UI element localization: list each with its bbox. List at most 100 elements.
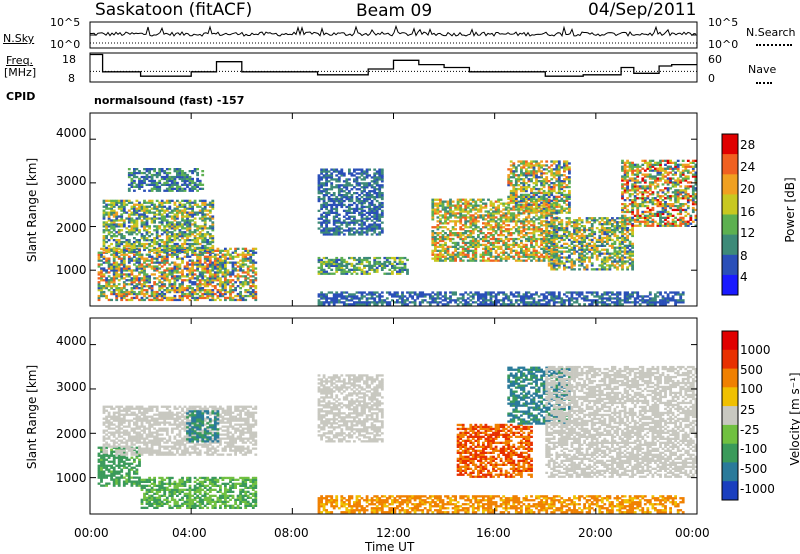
power-panel-cell <box>193 217 197 220</box>
power-panel-cell <box>370 211 374 214</box>
power-panel-cell <box>133 223 136 226</box>
power-panel-cell <box>401 270 404 273</box>
power-panel-cell <box>122 296 126 300</box>
power-panel-cell <box>327 262 331 266</box>
power-panel-cell <box>160 273 164 276</box>
power-panel-cell <box>540 180 543 183</box>
power-panel-cell <box>431 251 435 254</box>
power-panel-cell <box>170 283 174 286</box>
power-panel-cell <box>191 207 194 210</box>
power-panel-cell <box>540 220 543 223</box>
power-panel-cell <box>163 250 167 254</box>
power-panel-cell <box>322 297 326 300</box>
power-panel-cell <box>198 231 202 234</box>
power-panel-cell <box>542 220 546 223</box>
power-panel-cell <box>380 197 384 201</box>
power-panel-cell <box>388 260 392 264</box>
power-panel-cell <box>441 206 445 209</box>
power-panel-cell <box>482 251 485 254</box>
power-panel-cell <box>590 301 594 304</box>
power-panel-cell <box>107 261 111 264</box>
power-panel-cell <box>413 303 417 306</box>
power-panel-cell <box>530 241 533 245</box>
power-panel-cell <box>122 225 126 228</box>
power-panel-cell <box>107 207 111 210</box>
power-panel-cell <box>168 298 172 302</box>
power-panel-cell <box>466 249 470 252</box>
power-panel-cell <box>163 175 167 179</box>
power-panel-cell <box>398 301 402 304</box>
power-panel-cell <box>436 216 440 219</box>
power-panel-cell <box>219 290 222 294</box>
power-panel-cell <box>201 283 205 286</box>
power-panel-cell <box>517 237 521 241</box>
power-panel-cell <box>388 262 392 266</box>
power-panel-cell <box>550 174 554 177</box>
power-panel-cell <box>474 222 478 225</box>
power-panel-cell <box>461 259 465 262</box>
power-panel-cell <box>160 207 164 210</box>
power-panel-cell <box>593 291 597 294</box>
power-panel-cell <box>332 207 336 211</box>
power-panel-cell <box>504 297 508 300</box>
power-panel-cell <box>153 240 156 244</box>
power-panel-cell <box>186 279 189 282</box>
power-panel-cell <box>520 189 523 193</box>
power-panel-cell <box>105 283 108 286</box>
power-panel-cell <box>105 237 108 240</box>
power-panel-cell <box>165 255 169 258</box>
power-panel-cell <box>451 204 455 207</box>
power-panel-cell <box>140 185 144 188</box>
power-panel-cell <box>512 184 516 187</box>
power-panel-cell <box>148 205 151 208</box>
power-panel-cell <box>502 222 506 225</box>
power-panel-cell <box>153 281 156 284</box>
power-panel-cell <box>168 187 172 190</box>
power-panel-cell <box>380 186 384 189</box>
power-panel-cell <box>176 209 179 212</box>
power-panel-cell <box>143 189 146 192</box>
power-panel-cell <box>173 265 177 268</box>
power-panel-cell <box>335 256 339 260</box>
power-panel-cell <box>451 210 455 213</box>
power-panel-cell <box>219 267 222 270</box>
power-panel-cell <box>570 299 574 302</box>
power-panel-cell <box>628 301 632 304</box>
power-panel-cell <box>178 283 182 286</box>
power-panel-cell <box>489 303 493 306</box>
power-panel-cell <box>520 259 523 262</box>
power-panel-cell <box>461 214 465 217</box>
power-panel-cell <box>484 297 488 300</box>
power-panel-cell <box>537 226 541 229</box>
power-panel-cell <box>373 207 377 211</box>
power-panel-cell <box>380 268 384 271</box>
power-panel-cell <box>469 198 473 201</box>
power-panel-cell <box>350 297 354 300</box>
power-panel-cell <box>342 258 346 262</box>
power-panel-cell <box>254 292 258 296</box>
power-panel-cell <box>540 224 543 227</box>
power-panel-cell <box>545 197 549 200</box>
power-panel-cell <box>168 290 172 294</box>
power-panel-cell <box>158 221 162 224</box>
power-panel-cell <box>525 234 528 237</box>
power-panel-cell <box>360 301 364 304</box>
power-panel-cell <box>176 279 179 282</box>
power-panel-cell <box>520 247 523 250</box>
power-panel-cell <box>163 177 167 181</box>
power-panel-cell <box>115 267 119 270</box>
power-panel-cell <box>221 249 225 252</box>
power-panel-cell <box>340 291 344 294</box>
power-panel-cell <box>155 225 159 228</box>
power-panel-cell <box>155 277 159 280</box>
power-panel-cell <box>676 291 680 294</box>
power-panel-cell <box>530 160 533 163</box>
power-panel-cell <box>246 290 250 294</box>
power-panel-cell <box>575 301 579 304</box>
power-panel-cell <box>145 263 149 266</box>
power-panel-cell <box>676 299 680 302</box>
power-panel-cell <box>178 211 182 214</box>
power-panel-cell <box>340 260 344 264</box>
power-panel-cell <box>545 191 549 195</box>
power-panel-cell <box>208 298 212 302</box>
